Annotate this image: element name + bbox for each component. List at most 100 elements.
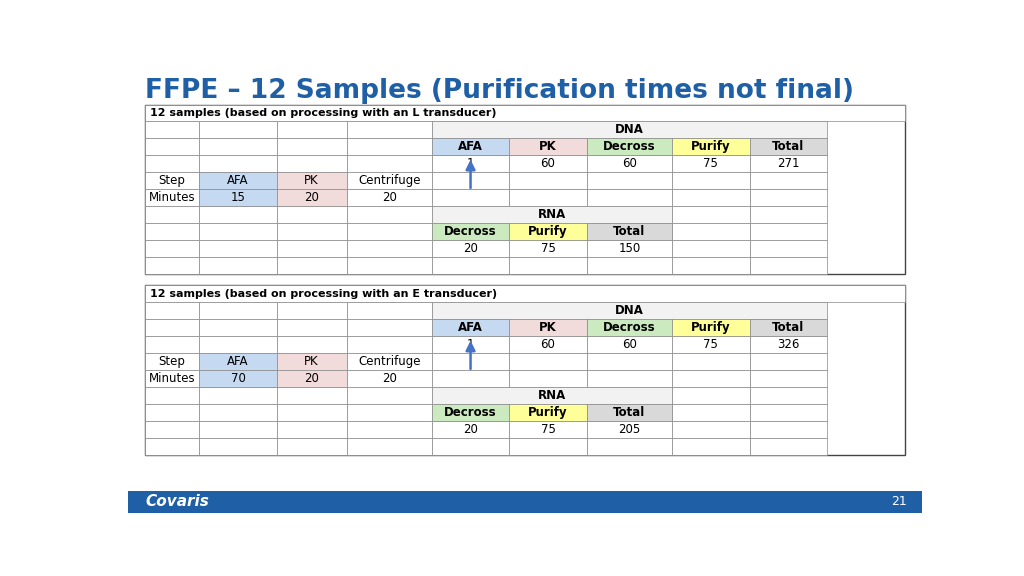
Bar — [750, 387, 827, 404]
Text: Decross: Decross — [444, 225, 497, 238]
Text: 20: 20 — [463, 423, 478, 436]
Text: Purify: Purify — [528, 406, 568, 419]
Bar — [276, 190, 346, 206]
Text: AFA: AFA — [458, 141, 483, 153]
Bar — [750, 156, 827, 172]
Bar — [750, 336, 827, 353]
Bar — [145, 319, 200, 336]
Bar — [509, 353, 587, 370]
Text: 271: 271 — [777, 157, 800, 170]
Text: DNA: DNA — [615, 123, 644, 137]
Bar — [276, 206, 346, 223]
Text: 1: 1 — [467, 157, 474, 170]
Bar — [750, 240, 827, 257]
Text: AFA: AFA — [458, 321, 483, 334]
Bar — [672, 240, 750, 257]
Bar — [672, 404, 750, 421]
Bar — [750, 223, 827, 240]
Text: AFA: AFA — [227, 355, 249, 368]
Bar — [432, 206, 672, 223]
Text: Purify: Purify — [691, 141, 730, 153]
Text: 60: 60 — [622, 338, 637, 351]
Bar — [346, 353, 432, 370]
Bar — [587, 257, 672, 274]
Text: 150: 150 — [618, 242, 641, 255]
Bar — [200, 421, 276, 438]
Bar — [750, 438, 827, 455]
Bar — [432, 240, 509, 257]
Text: Decross: Decross — [444, 406, 497, 419]
Bar — [276, 156, 346, 172]
Bar — [432, 156, 509, 172]
Bar — [672, 370, 750, 387]
Bar — [509, 190, 587, 206]
Bar — [587, 370, 672, 387]
Bar — [276, 240, 346, 257]
Bar — [346, 302, 432, 319]
Bar — [346, 336, 432, 353]
Text: 205: 205 — [618, 423, 641, 436]
Text: 60: 60 — [622, 157, 637, 170]
Text: 75: 75 — [703, 338, 718, 351]
Bar — [750, 353, 827, 370]
Bar — [509, 138, 587, 156]
Bar — [587, 223, 672, 240]
Bar — [587, 172, 672, 190]
Bar — [432, 223, 509, 240]
Text: Total: Total — [613, 406, 645, 419]
Bar — [509, 404, 587, 421]
Bar — [750, 319, 827, 336]
Bar — [346, 319, 432, 336]
Bar — [432, 122, 827, 138]
Bar — [145, 206, 200, 223]
Bar — [587, 190, 672, 206]
Bar — [672, 421, 750, 438]
Text: 75: 75 — [541, 242, 555, 255]
Text: Covaris: Covaris — [145, 494, 209, 509]
Bar — [346, 190, 432, 206]
Text: 20: 20 — [304, 191, 319, 204]
Bar — [346, 223, 432, 240]
Bar — [346, 404, 432, 421]
Bar — [432, 353, 509, 370]
Bar — [145, 122, 200, 138]
Bar — [145, 353, 200, 370]
Bar — [587, 240, 672, 257]
Bar — [200, 353, 276, 370]
Bar — [200, 223, 276, 240]
Bar — [672, 223, 750, 240]
Bar — [200, 257, 276, 274]
Bar — [432, 387, 672, 404]
Bar — [276, 223, 346, 240]
Bar — [750, 370, 827, 387]
Bar — [276, 257, 346, 274]
Bar — [145, 257, 200, 274]
Bar — [750, 190, 827, 206]
Bar — [145, 336, 200, 353]
Bar — [145, 172, 200, 190]
Bar — [200, 190, 276, 206]
Bar — [145, 104, 904, 274]
Bar — [145, 370, 200, 387]
Bar — [509, 370, 587, 387]
Bar — [145, 421, 200, 438]
Text: Step: Step — [159, 175, 185, 187]
Bar — [276, 404, 346, 421]
Bar — [509, 172, 587, 190]
Bar — [346, 240, 432, 257]
Text: 15: 15 — [230, 191, 246, 204]
Text: RNA: RNA — [538, 208, 566, 221]
Bar — [200, 336, 276, 353]
Text: 20: 20 — [382, 191, 396, 204]
Bar — [672, 257, 750, 274]
Bar — [750, 172, 827, 190]
Bar — [432, 138, 509, 156]
Bar — [672, 319, 750, 336]
Bar — [346, 156, 432, 172]
Bar — [276, 421, 346, 438]
Bar — [432, 404, 509, 421]
Bar — [750, 421, 827, 438]
Text: PK: PK — [540, 321, 557, 334]
Bar — [672, 172, 750, 190]
Text: PK: PK — [304, 355, 319, 368]
